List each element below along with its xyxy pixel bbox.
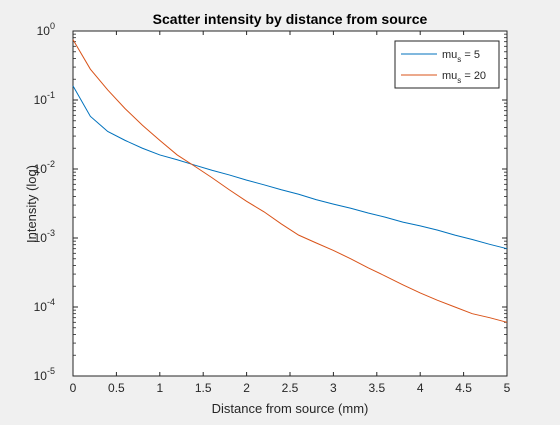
x-tick-label: 5 <box>504 381 511 395</box>
y-tick-exponent: -3 <box>47 228 55 238</box>
x-tick-label: 1.5 <box>195 381 212 395</box>
legend-value: = 20 <box>461 70 486 82</box>
x-tick-label: 2.5 <box>282 381 299 395</box>
y-tick-label: 10-2 <box>34 159 55 176</box>
x-tick-label: 3 <box>330 381 337 395</box>
x-tick-label: 2 <box>243 381 250 395</box>
y-tick-label: 100 <box>37 21 55 38</box>
x-axis-label: Distance from source (mm) <box>212 401 369 416</box>
legend-entry: mus = 20 <box>442 70 486 85</box>
x-tick-label: 4.5 <box>455 381 472 395</box>
y-tick-label: 10-3 <box>34 228 55 245</box>
y-axis-label: Intensity (log) <box>24 165 39 243</box>
y-tick-base: 10 <box>34 162 48 176</box>
legend-symbol: mu <box>442 49 457 61</box>
axes: 0 0.5 1 1.5 2 2.5 3 3.5 4 4.5 510-510-410-310-210-… <box>34 21 511 395</box>
y-tick-label: 10-4 <box>34 297 55 314</box>
y-tick-exponent: -2 <box>47 159 55 169</box>
y-tick-exponent: -4 <box>47 297 55 307</box>
y-tick-exponent: -5 <box>47 366 55 376</box>
legend-entry: mus = 5 <box>442 49 480 64</box>
legend-box <box>394 40 500 89</box>
x-tick-label: 0.5 <box>108 381 125 395</box>
x-tick-label: 3.5 <box>368 381 385 395</box>
y-tick-base: 10 <box>34 231 48 245</box>
y-tick-base: 10 <box>34 300 48 314</box>
y-tick-base: 10 <box>37 24 51 38</box>
legend-symbol: mu <box>442 70 457 82</box>
chart-title: Scatter intensity by distance from sourc… <box>153 11 428 27</box>
x-tick-label: 4 <box>417 381 424 395</box>
series-line-1 <box>72 85 508 250</box>
y-tick-exponent: 0 <box>50 21 55 31</box>
series-lines <box>72 39 508 323</box>
y-tick-label: 10-1 <box>34 90 55 107</box>
y-tick-base: 10 <box>34 93 48 107</box>
y-tick-label: 10-5 <box>34 366 55 383</box>
y-tick-base: 10 <box>34 369 48 383</box>
legend-subscript: s <box>457 55 461 64</box>
legend-value: = 5 <box>461 49 480 61</box>
series-line-2 <box>72 39 508 323</box>
x-tick-label: 1 <box>156 381 163 395</box>
x-tick-label: 0 <box>70 381 77 395</box>
y-tick-exponent: -1 <box>47 90 55 100</box>
legend-subscript: s <box>457 76 461 85</box>
